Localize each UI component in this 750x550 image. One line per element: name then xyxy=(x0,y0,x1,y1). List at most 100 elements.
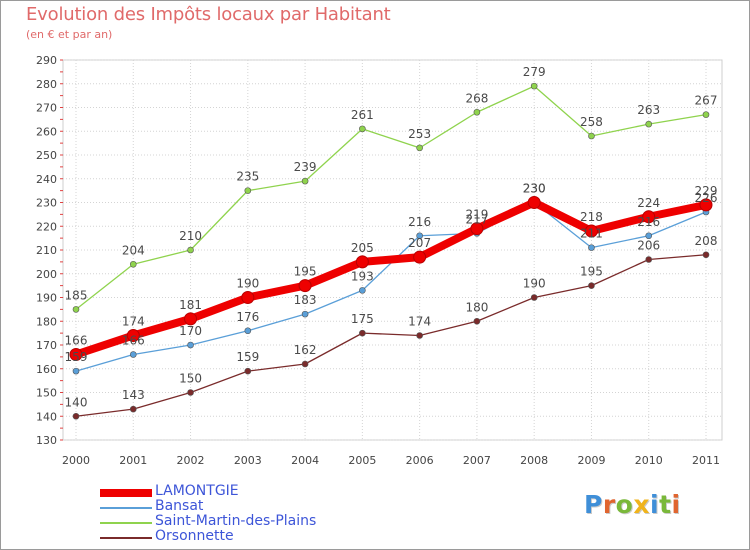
data-label: 258 xyxy=(580,115,603,129)
data-label: 267 xyxy=(695,94,718,108)
data-label: 216 xyxy=(408,215,431,229)
x-axis-labels: 2000 2001 2002 2003 2004 2005 2006 2007 2008 2009… xyxy=(62,454,720,467)
proxiti-logo: Proxiti xyxy=(584,490,681,519)
data-point xyxy=(129,405,137,413)
data-label: 159 xyxy=(65,350,88,364)
data-point xyxy=(584,224,598,238)
data-point xyxy=(69,348,83,361)
data-point xyxy=(301,310,309,318)
y-tick-label: 170 xyxy=(36,339,57,352)
series-line xyxy=(72,198,710,359)
legend-label: Orsonnette xyxy=(155,528,234,544)
data-label: 208 xyxy=(695,234,718,248)
data-label: 183 xyxy=(294,293,317,307)
data-point xyxy=(184,312,198,326)
data-point xyxy=(355,255,369,269)
data-point xyxy=(416,332,423,339)
x-tick-label: 2005 xyxy=(348,454,376,467)
chart-subtitle: (en € et par an) xyxy=(26,28,113,41)
data-label: 204 xyxy=(122,243,145,257)
data-point xyxy=(298,279,312,293)
data-label: 216 xyxy=(637,215,660,229)
y-tick-label: 160 xyxy=(36,363,57,376)
plot-area xyxy=(62,59,723,441)
legend-swatch xyxy=(100,522,152,524)
data-point xyxy=(416,232,423,240)
data-point xyxy=(359,329,366,337)
y-tick-label: 220 xyxy=(36,220,57,233)
data-point xyxy=(359,125,366,133)
grid xyxy=(63,59,722,441)
data-label: 166 xyxy=(122,334,145,348)
series-saint-martin-des-plains xyxy=(72,82,710,313)
data-point xyxy=(470,222,484,236)
series-orsonnette xyxy=(72,251,710,420)
data-label: 175 xyxy=(351,312,374,326)
y-tick-label: 200 xyxy=(36,268,57,281)
legend-swatch xyxy=(100,537,152,539)
data-point xyxy=(645,232,653,240)
data-label: 211 xyxy=(580,227,603,241)
y-tick-label: 250 xyxy=(36,149,57,162)
data-point xyxy=(72,306,80,313)
data-point xyxy=(129,260,137,268)
data-label: 230 xyxy=(523,182,546,196)
data-label: 190 xyxy=(236,277,259,291)
y-tick-label: 230 xyxy=(36,197,57,210)
legend-swatch xyxy=(100,489,152,497)
data-label: 174 xyxy=(122,315,145,329)
series-lamontgie xyxy=(69,196,713,361)
data-label: 229 xyxy=(695,184,718,198)
data-label: 195 xyxy=(580,265,603,279)
data-label: 253 xyxy=(408,127,431,141)
data-label: 217 xyxy=(465,212,488,226)
data-label: 239 xyxy=(294,160,317,174)
x-tick-label: 2002 xyxy=(177,454,205,467)
data-point xyxy=(244,187,252,194)
y-tick-label: 240 xyxy=(36,173,57,186)
legend-label: LAMONTGIE xyxy=(155,483,239,499)
x-tick-label: 2007 xyxy=(463,454,491,467)
data-label: 224 xyxy=(637,196,660,210)
data-point xyxy=(645,120,653,128)
y-axis-labels: 130 140 150 160 170 180 190 200 210 220 230 240 250 2… xyxy=(36,54,57,447)
y-tick-label: 290 xyxy=(36,54,57,67)
data-point xyxy=(416,144,423,152)
data-label: 219 xyxy=(465,208,488,222)
data-point xyxy=(473,317,481,325)
x-tick-label: 2000 xyxy=(62,454,90,467)
data-label: 195 xyxy=(294,265,317,279)
x-tick-label: 2003 xyxy=(234,454,262,467)
data-point xyxy=(129,351,137,358)
data-point xyxy=(301,177,309,185)
y-tick-label: 180 xyxy=(36,315,57,328)
x-tick-label: 2011 xyxy=(692,454,720,467)
data-label: 162 xyxy=(294,343,317,357)
y-tick-label: 280 xyxy=(36,78,57,91)
data-point xyxy=(702,111,710,118)
x-tick-label: 2008 xyxy=(520,454,548,467)
data-point xyxy=(642,210,656,224)
series-line xyxy=(75,254,707,417)
data-label: 268 xyxy=(465,91,488,105)
data-label: 207 xyxy=(408,236,431,250)
legend-label: Bansat xyxy=(155,498,204,514)
data-point xyxy=(702,251,710,259)
data-label: 159 xyxy=(236,350,259,364)
data-label: 180 xyxy=(465,300,488,314)
data-label: 235 xyxy=(236,170,259,184)
data-label: 185 xyxy=(65,288,88,302)
data-label: 261 xyxy=(351,108,374,122)
data-point xyxy=(527,196,541,209)
data-label: 143 xyxy=(122,388,145,402)
data-point xyxy=(588,282,595,289)
data-point xyxy=(244,367,252,375)
x-tick-label: 2004 xyxy=(291,454,319,467)
data-point xyxy=(413,250,427,264)
chart-title: Evolution des Impôts locaux par Habitant xyxy=(26,4,391,25)
data-point xyxy=(241,291,255,304)
data-label: 193 xyxy=(351,269,374,283)
data-labels: 185 204 210 235 239 261 253 268 279 258 263 267 140 1… xyxy=(65,65,718,409)
x-tick-label: 2009 xyxy=(577,454,605,467)
